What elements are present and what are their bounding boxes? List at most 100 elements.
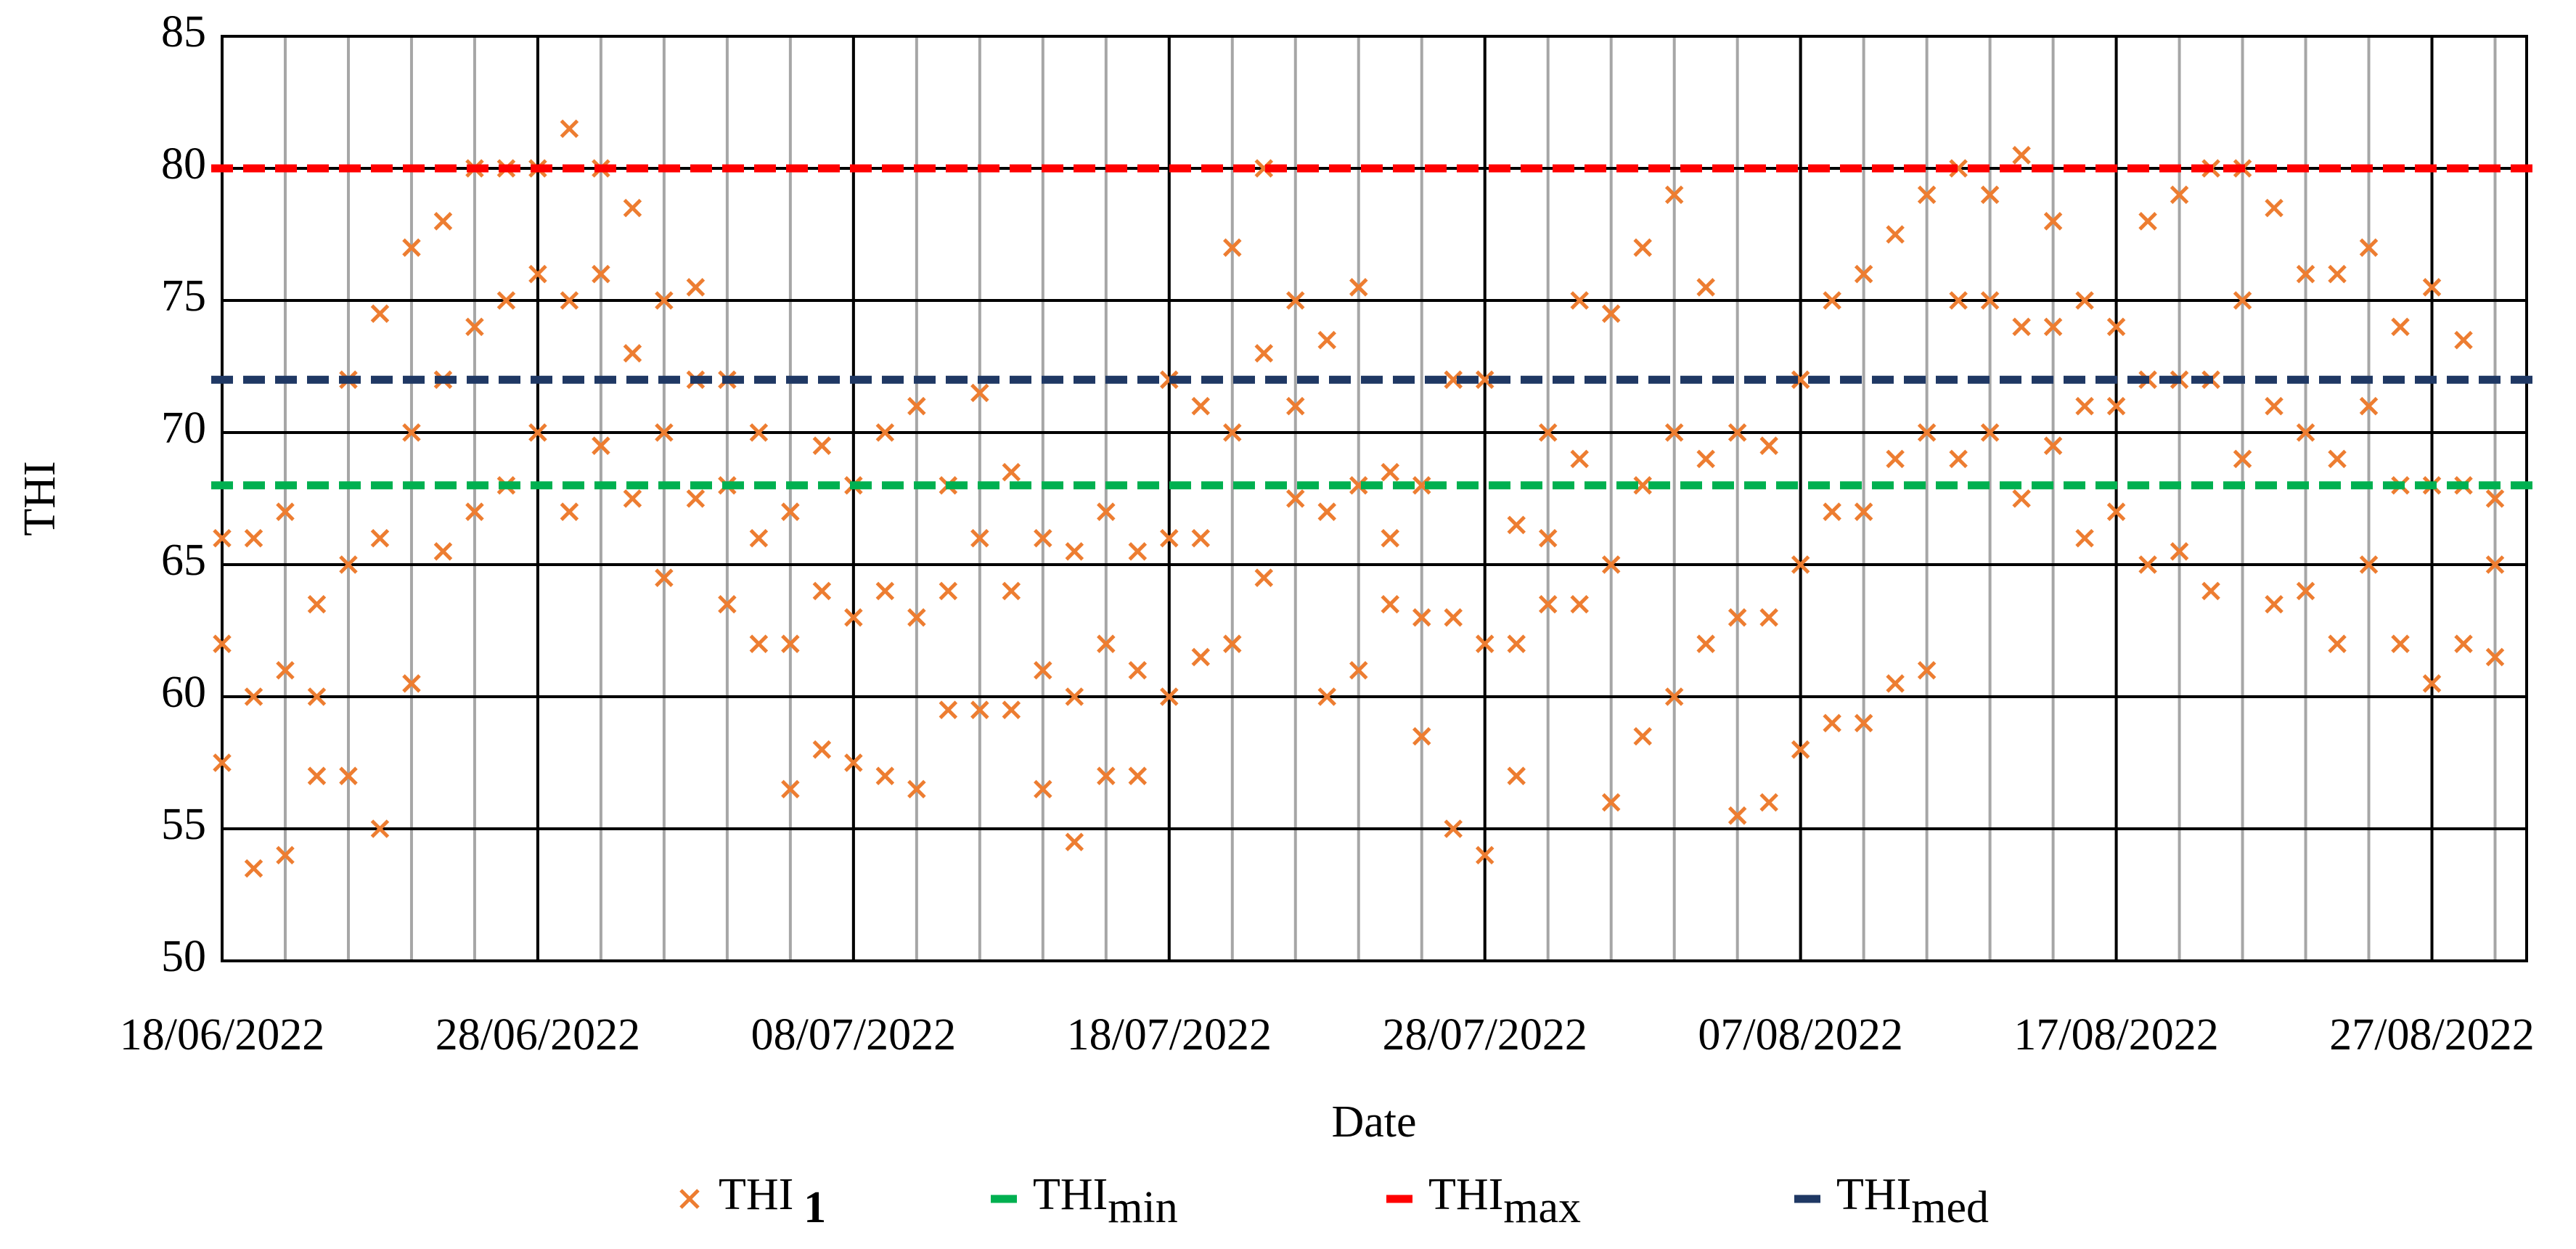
y-tick-label: 55 bbox=[161, 800, 206, 849]
scatter-point bbox=[1759, 793, 1778, 812]
scatter-point bbox=[2075, 528, 2094, 548]
scatter-point bbox=[1823, 502, 1841, 521]
scatter-point bbox=[2328, 449, 2347, 469]
scatter-point bbox=[1034, 660, 1052, 680]
scatter-point bbox=[276, 660, 295, 680]
scatter-point bbox=[433, 212, 453, 231]
legend-label: THImax bbox=[1428, 1170, 1581, 1232]
scatter-point bbox=[1223, 634, 1242, 653]
scatter-point bbox=[1412, 726, 1431, 746]
scatter-point bbox=[655, 423, 674, 442]
scatter-point bbox=[781, 779, 800, 799]
scatter-point bbox=[1034, 528, 1052, 548]
scatter-point bbox=[1727, 423, 1747, 442]
scatter-point bbox=[1854, 264, 1873, 284]
scatter-point bbox=[307, 594, 327, 614]
y-tick-label: 50 bbox=[161, 932, 206, 981]
scatter-point bbox=[402, 238, 421, 257]
scatter-point bbox=[1917, 660, 1937, 680]
scatter-point bbox=[2265, 396, 2283, 416]
scatter-point bbox=[1791, 370, 1810, 389]
scatter-point bbox=[1349, 476, 1368, 495]
scatter-point bbox=[812, 740, 832, 759]
scatter-point bbox=[276, 845, 295, 865]
scatter-point bbox=[244, 859, 263, 878]
scatter-point bbox=[1696, 278, 1715, 297]
scatter-point bbox=[1002, 462, 1021, 482]
scatter-point bbox=[1128, 660, 1148, 680]
scatter-point bbox=[1791, 740, 1810, 759]
legend-name: THI bbox=[1836, 1170, 1911, 1219]
scatter-point bbox=[1538, 423, 1558, 442]
scatter-point bbox=[2391, 317, 2410, 337]
scatter-point bbox=[1065, 687, 1084, 706]
scatter-point bbox=[1097, 502, 1116, 521]
scatter-point bbox=[2296, 581, 2315, 601]
scatter-point bbox=[875, 766, 895, 785]
scatter-point bbox=[1317, 687, 1337, 706]
scatter-point bbox=[2106, 317, 2126, 337]
scatter-point bbox=[1223, 423, 1242, 442]
x-axis-label: Date bbox=[1331, 1097, 1416, 1147]
scatter-point bbox=[2233, 291, 2252, 310]
scatter-point bbox=[213, 634, 232, 653]
scatter-point bbox=[812, 436, 832, 455]
scatter-point bbox=[528, 423, 547, 442]
legend-subscript: 1 bbox=[804, 1183, 826, 1232]
scatter-point bbox=[1507, 766, 1526, 785]
scatter-point bbox=[749, 423, 769, 442]
scatter-point bbox=[1381, 594, 1400, 614]
scatter-point bbox=[1002, 581, 1021, 601]
scatter-point bbox=[244, 528, 263, 548]
scatter-point bbox=[2296, 264, 2315, 284]
scatter-point bbox=[2075, 291, 2094, 310]
scatter-point bbox=[213, 753, 232, 772]
scatter-point bbox=[1475, 634, 1495, 653]
scatter-point bbox=[1949, 449, 1968, 469]
scatter-point bbox=[907, 779, 926, 799]
scatter-point bbox=[2106, 502, 2126, 521]
scatter-point bbox=[1160, 370, 1179, 389]
scatter-point bbox=[244, 687, 263, 706]
scatter-point bbox=[970, 528, 989, 548]
scatter-point bbox=[939, 581, 958, 601]
scatter-point bbox=[1917, 423, 1937, 442]
y-tick-label: 85 bbox=[161, 7, 206, 57]
scatter-point bbox=[1886, 225, 1905, 244]
scatter-point bbox=[1696, 449, 1715, 469]
scatter-point bbox=[1664, 423, 1684, 442]
scatter-point bbox=[370, 304, 390, 323]
scatter-point bbox=[2043, 436, 2063, 455]
scatter-point bbox=[213, 528, 232, 548]
scatter-point bbox=[1254, 344, 1274, 363]
scatter-point bbox=[970, 700, 989, 719]
scatter-point bbox=[1570, 594, 1589, 614]
scatter-point bbox=[1065, 542, 1084, 561]
scatter-point bbox=[1538, 528, 1558, 548]
scatter-point bbox=[875, 423, 895, 442]
x-tick-label: 17/08/2022 bbox=[2013, 1010, 2218, 1060]
scatter-point bbox=[1633, 726, 1652, 746]
scatter-point bbox=[2138, 555, 2157, 574]
scatter-point bbox=[1507, 515, 1526, 535]
scatter-point bbox=[1286, 396, 1305, 416]
scatter-point bbox=[1633, 476, 1652, 495]
scatter-point bbox=[2485, 647, 2505, 667]
scatter-point bbox=[433, 542, 453, 561]
scatter-point bbox=[1412, 476, 1431, 495]
scatter-point bbox=[1097, 766, 1116, 785]
scatter-point bbox=[907, 608, 926, 627]
scatter-point bbox=[1097, 634, 1116, 653]
scatter-point bbox=[1444, 819, 1463, 838]
x-tick-label: 28/06/2022 bbox=[436, 1010, 640, 1060]
scatter-point bbox=[1886, 674, 1905, 693]
scatter-point bbox=[2012, 317, 2031, 337]
scatter-point bbox=[623, 344, 642, 363]
scatter-point bbox=[276, 502, 295, 521]
scatter-point bbox=[1317, 502, 1337, 521]
legend-label: THImed bbox=[1836, 1170, 1989, 1232]
scatter-point bbox=[1727, 608, 1747, 627]
scatter-point bbox=[1854, 502, 1873, 521]
scatter-point bbox=[1223, 238, 1242, 257]
